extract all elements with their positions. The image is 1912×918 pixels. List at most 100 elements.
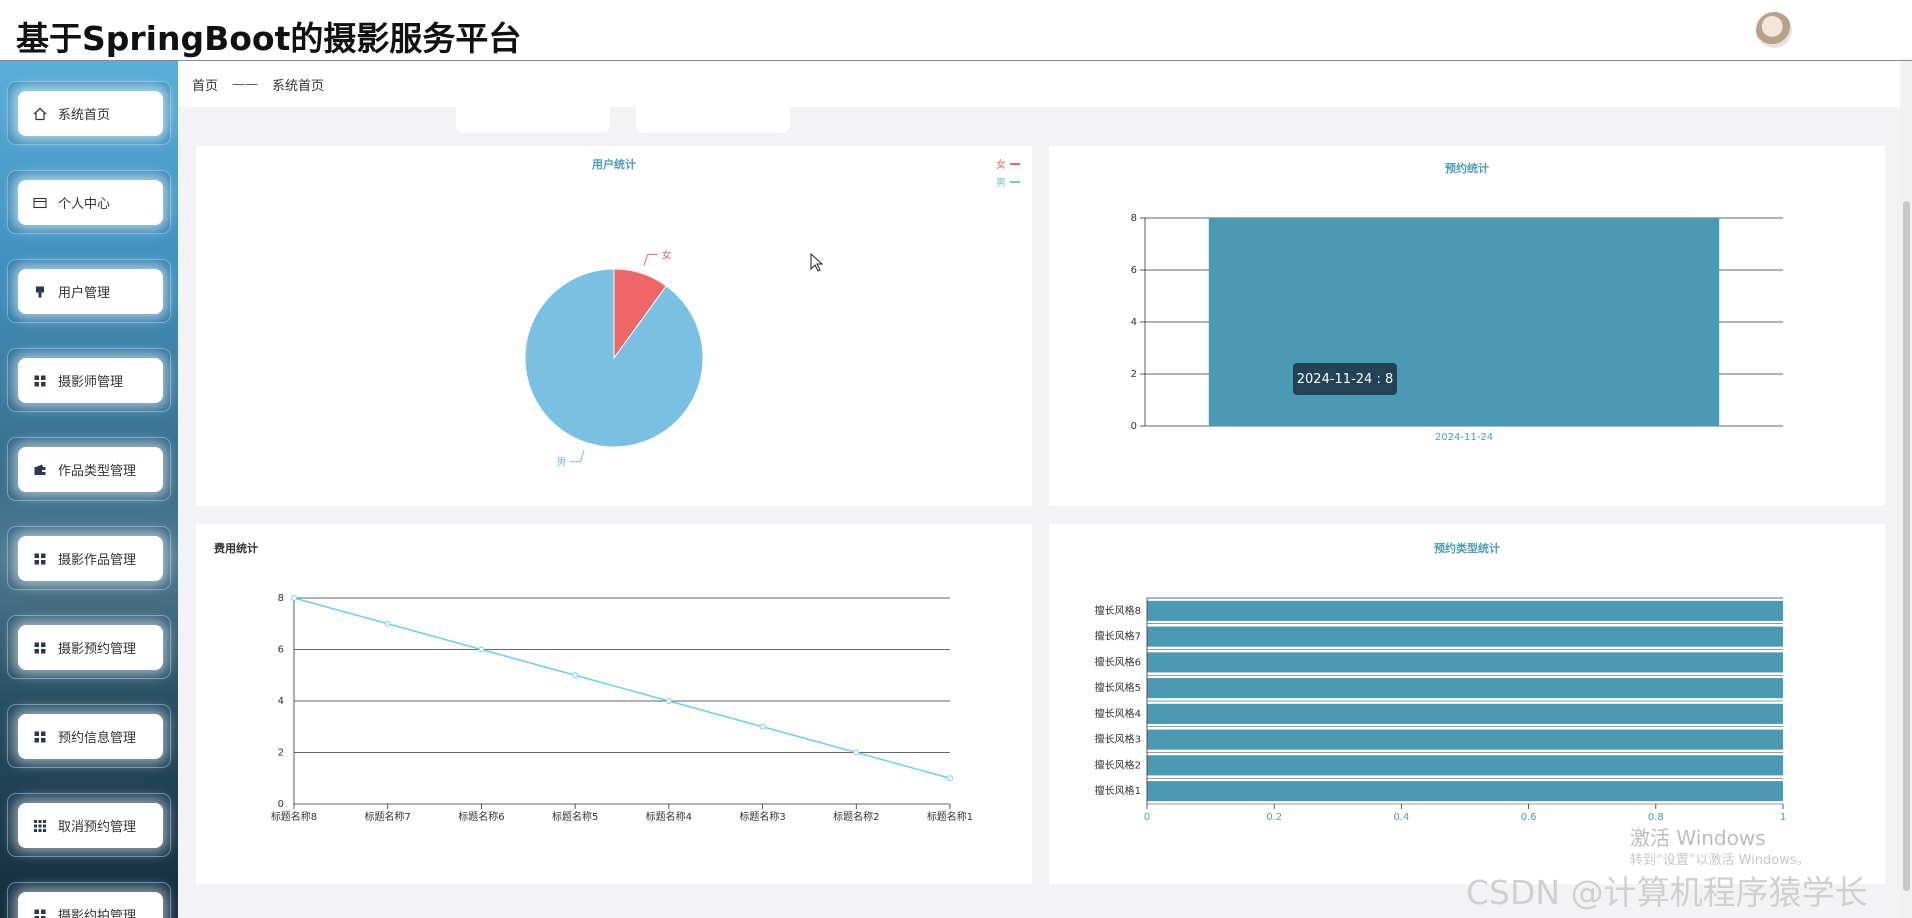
y-tick-label: 6 [1131,265,1137,276]
windows-activation-subtitle: 转到“设置”以激活 Windows。 [1630,853,1810,868]
cost-stats-chart: 费用统计 0 2 4 6 8 标题名称8 标题名称7 标题名称6 标题名称5 标题名称4 标题名称3 标… [214,541,973,823]
breadcrumb: 首页 —— 系统首页 [178,61,1900,107]
sidebar-item-dashboard[interactable]: 系统首页 [7,81,171,145]
pie-label: 男 [556,457,566,469]
y-tick-label: 擅长风格1 [1095,784,1141,797]
x-tick-label: 标题名称2 [833,810,879,823]
main-content: 首页 —— 系统首页 用户统计女男女男 预约统计 0 2 4 6 8 2024-11-24 2… [178,61,1900,918]
data-point [572,672,579,679]
stat-card [456,107,610,133]
x-tick-label: 0.2 [1266,812,1282,823]
scrollbar-thumb[interactable] [1903,201,1910,891]
y-tick-label: 擅长风格2 [1095,758,1141,771]
breadcrumb-separator: —— [232,76,259,92]
x-tick-label: 标题名称1 [927,810,973,823]
sidebar-item-label: 个人中心 [58,197,111,212]
grid-icon [32,551,48,567]
sidebar-item-users[interactable]: 用户管理 [7,259,171,323]
sidebar-item-booking-info[interactable]: 预约信息管理 [7,704,171,768]
data-point [759,723,766,730]
y-tick-label: 0 [1131,421,1137,432]
sidebar-item-bookings[interactable]: 摄影预约管理 [7,615,171,679]
sidebar-item-label: 作品类型管理 [58,464,137,479]
csdn-watermark: CSDN @计算机程序猿学长 [1466,873,1868,912]
y-tick-label: 擅长风格4 [1095,707,1141,720]
sidebar-item-label: 摄影作品管理 [58,553,137,568]
legend-label: 女 [996,158,1006,171]
breadcrumb-current: 系统首页 [272,78,325,94]
breadcrumb-home[interactable]: 首页 [192,78,219,94]
sidebar-item-label: 预约信息管理 [58,731,137,746]
x-tick-label: 1 [1780,812,1786,823]
x-tick-label: 标题名称4 [646,810,692,823]
sidebar-item-cancel-bookings[interactable]: 取消预约管理 [7,793,171,857]
grid9-icon [32,818,48,834]
app-title: 基于SpringBoot的摄影服务平台 [16,19,522,58]
sidebar-item-label: 摄影师管理 [58,375,124,390]
bar [1208,218,1720,426]
pie-slice-male [524,268,704,448]
bar [1147,626,1783,647]
x-tick-label: 标题名称3 [739,810,785,823]
x-tick-label: 0.4 [1393,812,1409,823]
sidebar-item-photographers[interactable]: 摄影师管理 [7,348,171,412]
user-pin-icon [32,284,48,300]
booking-type-stats-panel: 预约类型统计 擅长风格8 擅长风格7 擅长风格6 擅长风格5 擅长风格4 擅长风格3 擅长风格… [1049,524,1885,884]
y-tick-label: 8 [278,593,284,604]
bar [1147,678,1783,699]
series-line [293,597,951,779]
x-tick-label: 2024-11-24 [1435,432,1493,443]
grid-icon [32,373,48,389]
x-tick-label: 标题名称6 [458,810,504,823]
y-tick-label: 6 [278,645,284,656]
x-tick-label: 标题名称5 [552,810,598,823]
x-tick-label: 标题名称7 [365,810,411,823]
tooltip-text: 2024-11-24 : 8 [1297,372,1393,387]
bar [1147,755,1783,776]
bar [1147,703,1783,724]
y-tick-label: 4 [1131,317,1137,328]
data-point [947,775,953,782]
pie-label-line [570,450,585,463]
chart-title: 预约类型统计 [1434,541,1500,555]
sidebar-item-work-types[interactable]: 作品类型管理 [7,437,171,501]
bar [1147,652,1783,673]
pie-label-line [643,253,658,266]
user-stats-panel: 用户统计女男女男 [196,146,1032,506]
y-tick-label: 擅长风格5 [1095,681,1141,694]
x-tick-label: 0.8 [1648,812,1664,823]
sidebar-item-label: 系统首页 [58,108,111,123]
y-tick-label: 4 [278,696,284,707]
y-tick-label: 8 [1131,213,1137,224]
y-tick-label: 2 [278,748,284,759]
sidebar-item-personal-center[interactable]: 个人中心 [7,170,171,234]
booking-stats-panel: 预约统计 0 2 4 6 8 2024-11-24 2024-11-24 : 8 [1049,146,1885,506]
pie-label: 女 [662,248,672,261]
id-card-icon [32,195,48,211]
data-point [478,646,485,653]
sidebar-item-works[interactable]: 摄影作品管理 [7,526,171,590]
y-tick-label: 擅长风格3 [1095,733,1141,746]
wallet-icon [32,462,48,478]
booking-stats-chart: 预约统计 0 2 4 6 8 2024-11-24 2024-11-24 : 8 [1131,161,1783,443]
bar [1147,781,1783,802]
x-tick-label: 标题名称8 [271,810,317,823]
sidebar-item-photo-shoots[interactable]: 摄影约拍管理 [7,882,171,918]
page-scrollbar[interactable] [1900,61,1912,918]
sidebar: 系统首页 个人中心 用户管理 摄影师管理 [0,61,178,918]
data-point [291,595,297,601]
x-tick-label: 0 [1144,812,1150,823]
y-tick-label: 擅长风格7 [1095,630,1141,643]
sidebar-item-label: 摄影约拍管理 [58,909,137,918]
bar [1147,600,1783,621]
sidebar-item-label: 用户管理 [58,286,111,301]
avatar[interactable] [1756,12,1792,48]
home-icon [32,106,48,122]
data-point [853,749,860,756]
grid-icon [32,729,48,745]
y-tick-label: 0 [278,799,284,810]
y-tick-label: 2 [1131,369,1137,380]
mouse-cursor-icon [810,253,824,272]
